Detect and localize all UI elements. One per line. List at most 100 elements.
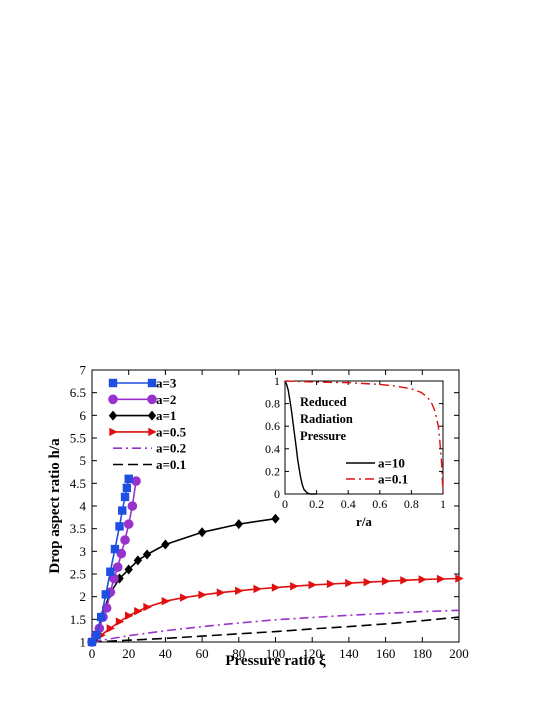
inset-y-tick-label: 1 [274, 374, 280, 388]
x-tick-label: 60 [196, 646, 209, 661]
data-point-a-3 [101, 590, 110, 599]
data-point-a-1 [161, 539, 170, 550]
data-point-a-0.5 [363, 577, 372, 587]
inset-x-tick-label: 0.8 [404, 497, 419, 511]
y-tick-label: 4 [80, 499, 87, 514]
data-point-a-0.5 [290, 582, 299, 591]
data-point-a-2 [112, 562, 123, 572]
data-point-a-0.5 [418, 575, 427, 584]
inset-legend-label: a=10 [378, 456, 405, 471]
legend-marker [147, 410, 157, 421]
data-point-a-0.5 [308, 580, 317, 590]
inset-series-line-a-0.1 [284, 380, 444, 495]
data-point-a-0.5 [235, 586, 244, 595]
data-point-a-3 [118, 506, 127, 515]
data-point-a-0.5 [326, 579, 336, 589]
data-point-a-0.5 [381, 577, 391, 586]
legend-marker [108, 378, 118, 388]
data-point-a-1 [271, 513, 280, 524]
legend-marker [148, 427, 157, 437]
y-tick-label: 7 [80, 363, 87, 378]
x-tick-label: 120 [302, 646, 322, 661]
y-tick-label: 6.5 [70, 385, 86, 400]
data-point-a-0.5 [400, 576, 409, 585]
inset-annotation-line: Pressure [300, 429, 347, 443]
y-tick-label: 3.5 [70, 521, 86, 536]
inset-x-tick-label: 0.6 [372, 497, 387, 511]
x-tick-label: 20 [122, 646, 135, 661]
data-point-a-2 [120, 535, 130, 545]
data-point-a-1 [234, 519, 243, 530]
y-tick-label: 5 [80, 453, 87, 468]
data-point-a-1 [197, 527, 207, 538]
data-point-a-0.5 [134, 606, 143, 616]
series-line-a-0.2 [91, 609, 460, 643]
y-tick-label: 3 [80, 544, 87, 559]
x-axis-title: Pressure ratio ξ [225, 653, 326, 669]
y-tick-label: 6 [80, 408, 87, 423]
legend-label: a=1 [156, 408, 176, 423]
legend-marker [108, 410, 118, 421]
series-line-a-0.1 [91, 616, 460, 643]
y-tick-label: 5.5 [70, 431, 86, 446]
y-tick-label: 4.5 [70, 476, 86, 491]
legend-label: a=0.2 [156, 441, 186, 456]
inset-x-axis-title: r/a [356, 514, 372, 529]
data-point-a-1 [142, 549, 152, 560]
x-tick-label: 40 [159, 646, 172, 661]
legend-marker [109, 427, 118, 437]
data-point-a-0.5 [125, 611, 134, 620]
x-tick-label: 200 [449, 646, 469, 661]
data-point-a-0.5 [106, 624, 116, 633]
legend-marker [147, 378, 157, 388]
legend-label: a=0.1 [156, 457, 186, 472]
x-tick-label: 0 [89, 646, 96, 661]
y-tick-label: 2 [80, 589, 87, 604]
legend-label: a=0.5 [156, 424, 187, 439]
data-point-a-0.5 [271, 583, 281, 592]
inset-legend-label: a=0.1 [378, 472, 408, 487]
data-point-a-1 [124, 564, 133, 575]
data-point-a-3 [124, 474, 133, 483]
data-point-a-0.5 [216, 588, 226, 597]
x-tick-label: 160 [376, 646, 396, 661]
data-point-a-0.5 [436, 574, 446, 584]
inset-plot-frame [284, 380, 444, 495]
inset-annotation-line: Reduced [300, 395, 347, 409]
y-axis-title: Drop aspect ratio h/a [47, 438, 63, 574]
data-point-a-2 [127, 501, 138, 511]
legend-marker [147, 394, 157, 405]
inset-x-tick-label: 0 [282, 497, 288, 511]
data-point-a-0.5 [161, 597, 171, 606]
inset-y-tick-label: 0 [274, 487, 280, 501]
data-point-a-3 [120, 492, 130, 502]
inset-y-tick-label: 0.8 [265, 397, 280, 411]
data-point-a-3 [106, 567, 115, 576]
inset-series-line-a-10 [284, 380, 317, 495]
legend-label: a=2 [156, 392, 176, 407]
data-point-a-0.5 [345, 578, 354, 588]
data-point-a-0.5 [180, 593, 189, 602]
data-point-a-0.5 [253, 584, 262, 594]
data-point-a-0.5 [143, 602, 152, 612]
data-point-a-3 [122, 483, 132, 493]
inset-annotation-line: Radiation [300, 412, 353, 426]
inset-x-tick-label: 0.2 [309, 497, 324, 511]
data-point-a-3 [92, 631, 101, 640]
x-tick-label: 140 [339, 646, 359, 661]
data-point-a-3 [96, 612, 106, 622]
y-tick-label: 1.5 [70, 612, 86, 627]
x-tick-label: 180 [413, 646, 433, 661]
y-tick-label: 1 [80, 635, 87, 650]
y-tick-label: 2.5 [70, 567, 86, 582]
inset-x-tick-label: 0.4 [341, 497, 356, 511]
data-point-a-0.5 [455, 574, 464, 583]
data-point-a-2 [131, 476, 141, 486]
data-point-a-0.5 [198, 590, 207, 600]
inset-y-tick-label: 0.4 [265, 442, 280, 456]
inset-y-tick-label: 0.2 [265, 464, 280, 478]
legend-label: a=3 [156, 376, 177, 391]
data-point-a-3 [87, 637, 97, 647]
